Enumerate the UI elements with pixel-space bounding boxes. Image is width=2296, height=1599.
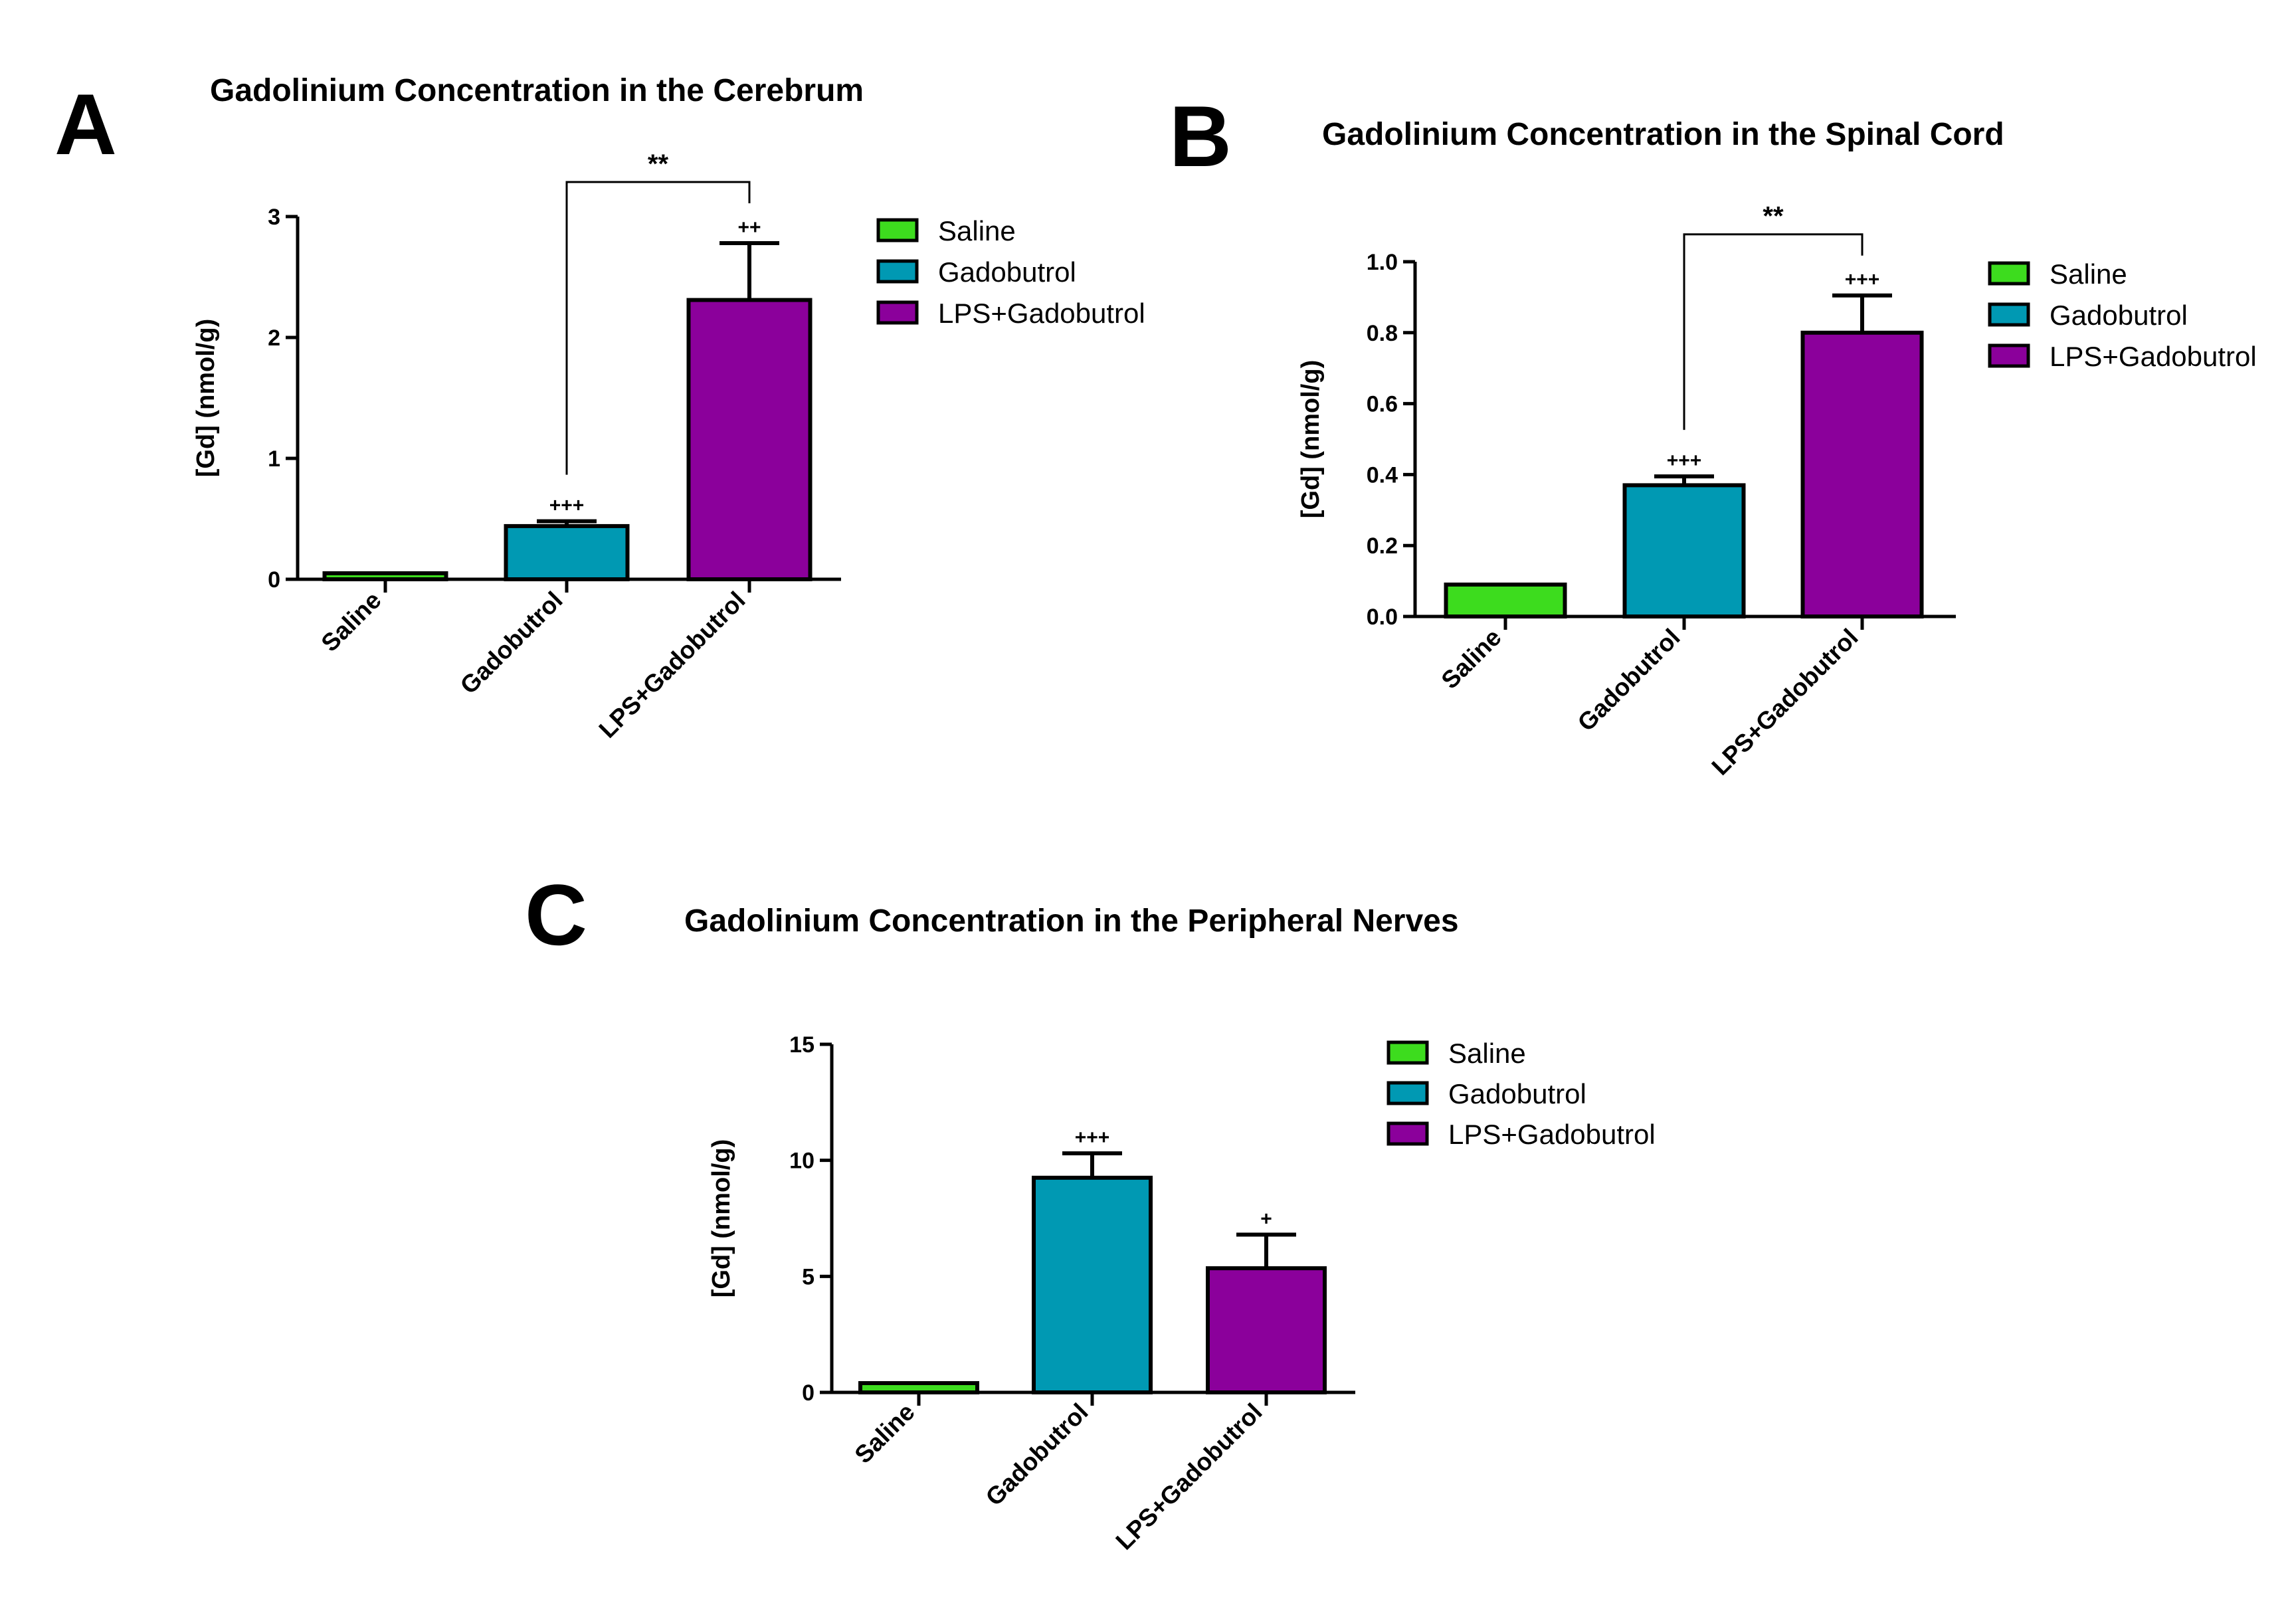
significance-label: +++ (1667, 450, 1702, 472)
y-tick-label: 0.6 (1367, 392, 1398, 417)
legend-swatch (1988, 343, 2030, 368)
x-tick-label: Gadobutrol (455, 587, 568, 700)
legend-swatch (876, 300, 919, 325)
x-tick-label: Gadobutrol (1573, 624, 1685, 737)
x-tick-label: Saline (316, 587, 387, 657)
y-tick-label: 0.4 (1367, 462, 1398, 488)
significance-label: ++ (737, 217, 761, 238)
y-tick-label: 0 (268, 567, 280, 593)
chart-title: Gadolinium Concentration in the Cerebrum (210, 73, 864, 108)
bar-1 (504, 523, 630, 581)
x-tick-label: Saline (850, 1398, 920, 1469)
x-tick-label: Saline (1436, 624, 1507, 694)
bar-2 (1206, 1266, 1327, 1395)
chart-panel-a: A Gadolinium Concentration in the Cerebru… (54, 73, 1145, 743)
bar-1 (1622, 483, 1746, 618)
y-tick-label: 2 (268, 326, 280, 351)
bar-2 (686, 298, 813, 581)
panel-letter: C (525, 866, 587, 963)
significance-label: + (1260, 1208, 1272, 1230)
panel-letter: A (54, 76, 117, 173)
y-tick-label: 0 (802, 1380, 814, 1406)
legend-label: Gadobutrol (938, 256, 1076, 288)
x-tick-label: LPS+Gadobutrol (1707, 624, 1864, 781)
bar-2 (1800, 330, 1924, 618)
legend-swatch (876, 218, 919, 242)
y-tick-label: 5 (802, 1264, 814, 1289)
bar-1 (1032, 1175, 1153, 1395)
chart-title: Gadolinium Concentration in the Peripher… (684, 903, 1459, 939)
y-axis-label: [Gd] (nmol/g) (1297, 360, 1325, 518)
y-axis-label: [Gd] (nmol/g) (192, 319, 220, 477)
legend-swatch (1387, 1121, 1429, 1146)
chart-panel-c: C Gadolinium Concentration in the Periphe… (525, 866, 1656, 1555)
y-tick-label: 1 (268, 446, 280, 472)
significance-bracket (1683, 233, 1864, 430)
x-tick-label: LPS+Gadobutrol (1111, 1398, 1268, 1555)
bar-0 (858, 1381, 979, 1394)
bar-0 (1444, 582, 1567, 619)
y-tick-label: 3 (268, 205, 280, 230)
legend-label: Gadobutrol (1448, 1078, 1586, 1109)
legend-swatch (1387, 1081, 1429, 1105)
bracket-label: ** (1763, 202, 1784, 231)
significance-label: +++ (1845, 269, 1880, 291)
legend-label: LPS+Gadobutrol (938, 298, 1145, 329)
significance-label: +++ (549, 495, 585, 517)
legend-label: Saline (1448, 1038, 1526, 1069)
y-tick-label: 1.0 (1367, 250, 1398, 275)
y-tick-label: 0.8 (1367, 321, 1398, 346)
legend-label: Saline (2050, 258, 2127, 290)
legend-swatch (1988, 302, 2030, 327)
x-tick-label: LPS+Gadobutrol (594, 587, 751, 743)
x-tick-label: Gadobutrol (981, 1398, 1094, 1511)
legend-swatch (876, 259, 919, 284)
legend-label: Saline (938, 215, 1016, 246)
y-axis-label: [Gd] (nmol/g) (708, 1139, 735, 1297)
bar-0 (322, 571, 448, 582)
y-tick-label: 0.0 (1367, 605, 1398, 630)
bracket-label: ** (648, 149, 669, 179)
legend-label: LPS+Gadobutrol (1448, 1119, 1656, 1150)
significance-bracket (565, 181, 751, 475)
y-tick-label: 0.2 (1367, 533, 1398, 559)
chart-title: Gadolinium Concentration in the Spinal C… (1322, 117, 2004, 152)
legend-label: Gadobutrol (2050, 300, 2188, 331)
chart-panel-b: B Gadolinium Concentration in the Spinal … (1169, 88, 2257, 781)
legend-swatch (1988, 261, 2030, 286)
y-tick-label: 15 (789, 1032, 814, 1058)
panel-letter: B (1169, 88, 1232, 185)
significance-label: +++ (1075, 1127, 1110, 1149)
legend-swatch (1387, 1040, 1429, 1065)
y-tick-label: 10 (789, 1149, 814, 1174)
legend-label: LPS+Gadobutrol (2050, 341, 2257, 372)
